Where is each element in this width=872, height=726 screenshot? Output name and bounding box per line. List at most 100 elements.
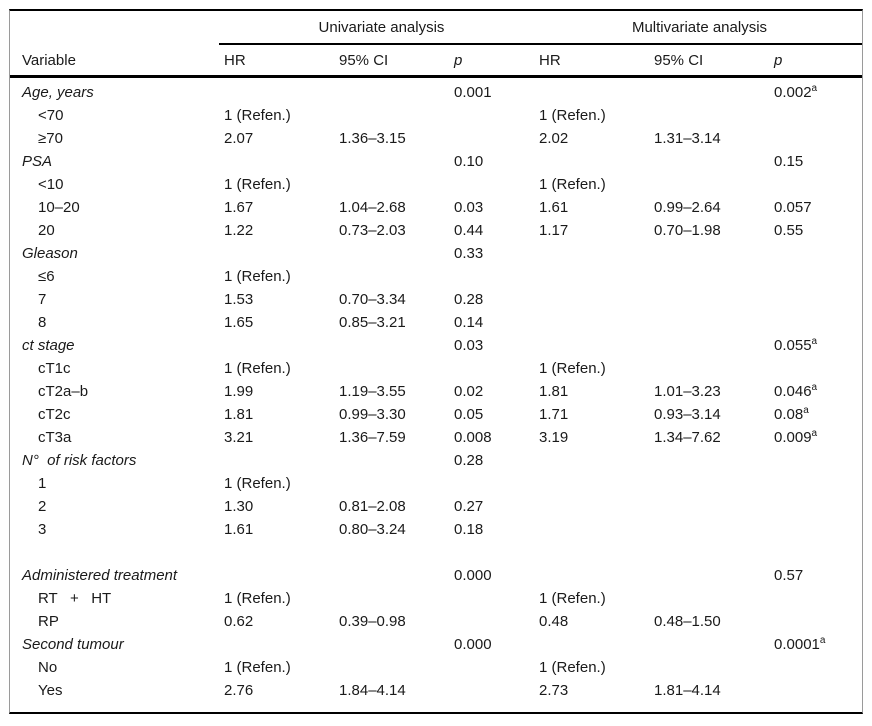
cell-multi-ci bbox=[654, 656, 774, 679]
cell-uni-p: 0.28 bbox=[454, 291, 484, 308]
cell-uni-hr: 1.81 bbox=[224, 406, 254, 423]
cell-uni-p bbox=[454, 610, 539, 633]
cell-multi-p: 0.08a bbox=[774, 405, 809, 424]
cell-multi-p bbox=[774, 472, 862, 495]
cell-multi-ci bbox=[654, 449, 774, 472]
column-header-uni-hr: HR bbox=[224, 52, 246, 69]
cell-multi-ci bbox=[654, 150, 774, 173]
cell-uni-p bbox=[454, 541, 539, 564]
cell-uni-p: 0.001 bbox=[454, 84, 492, 101]
cell-multi-ci: 0.70–1.98 bbox=[654, 222, 721, 239]
cell-multi-hr bbox=[539, 472, 654, 495]
cell-multi-p bbox=[774, 357, 862, 380]
cell-uni-hr: 1.67 bbox=[224, 199, 254, 216]
table-row: 7 1.53 0.70–3.34 0.28 bbox=[10, 288, 862, 311]
cell-variable: 2 bbox=[38, 498, 47, 515]
cell-uni-hr: 1.99 bbox=[224, 383, 254, 400]
column-header-multi-hr: HR bbox=[539, 52, 561, 69]
cell-uni-hr: 1 (Refen.) bbox=[224, 176, 291, 193]
cell-multi-ci bbox=[654, 564, 774, 587]
cell-variable: 1 bbox=[38, 475, 47, 492]
cell-multi-ci bbox=[654, 334, 774, 357]
table-row: <10 1 (Refen.) 1 (Refen.) bbox=[10, 173, 862, 196]
cell-multi-p bbox=[774, 311, 862, 334]
cell-multi-ci bbox=[654, 495, 774, 518]
table-row: Gleason 0.33 bbox=[10, 242, 862, 265]
cell-multi-p bbox=[774, 288, 862, 311]
cell-multi-hr bbox=[539, 541, 654, 564]
table-row: 20 1.22 0.73–2.03 0.44 1.17 0.70–1.98 0.55 bbox=[10, 219, 862, 242]
cell-uni-hr: 1 (Refen.) bbox=[224, 659, 291, 676]
cell-uni-hr: 1.65 bbox=[224, 314, 254, 331]
cell-multi-ci bbox=[654, 472, 774, 495]
cell-uni-ci: 0.70–3.34 bbox=[339, 291, 406, 308]
cell-uni-ci: 0.99–3.30 bbox=[339, 406, 406, 423]
univariate-analysis-spanner: Univariate analysis bbox=[318, 19, 445, 36]
cell-multi-hr: 1.61 bbox=[539, 199, 569, 216]
cell-uni-hr bbox=[224, 81, 339, 104]
cell-uni-hr bbox=[224, 150, 339, 173]
footnote-marker: a bbox=[803, 405, 809, 416]
spanner-rule bbox=[219, 43, 862, 45]
table-row: ≤6 1 (Refen.) bbox=[10, 265, 862, 288]
cell-uni-hr bbox=[224, 541, 339, 564]
cell-multi-ci bbox=[654, 104, 774, 127]
cell-uni-p bbox=[454, 587, 539, 610]
cell-uni-ci bbox=[339, 633, 454, 656]
table-row: cT2c 1.81 0.99–3.30 0.05 1.71 0.93–3.14 0.08a bbox=[10, 403, 862, 426]
cell-uni-ci bbox=[339, 334, 454, 357]
cell-uni-p: 0.008 bbox=[454, 429, 492, 446]
cell-multi-hr bbox=[539, 288, 654, 311]
cell-multi-ci: 0.48–1.50 bbox=[654, 613, 721, 630]
footnote-marker: a bbox=[811, 382, 818, 393]
cell-uni-hr: 0.62 bbox=[224, 613, 254, 630]
table-row: cT1c 1 (Refen.) 1 (Refen.) bbox=[10, 357, 862, 380]
cell-uni-p bbox=[454, 679, 539, 702]
table-row: cT2a–b 1.99 1.19–3.55 0.02 1.81 1.01–3.23 0.04… bbox=[10, 380, 862, 403]
cell-uni-ci bbox=[339, 449, 454, 472]
table-body: Age, years 0.001 0.002a <70 1 (Refen.) 1 (Ref… bbox=[10, 78, 862, 702]
cell-uni-hr: 1.61 bbox=[224, 521, 254, 538]
cell-uni-p: 0.000 bbox=[454, 636, 492, 653]
table-row: PSA 0.10 0.15 bbox=[10, 150, 862, 173]
cell-uni-hr: 1.53 bbox=[224, 291, 254, 308]
cell-uni-ci: 1.84–4.14 bbox=[339, 682, 406, 699]
cell-multi-ci bbox=[654, 242, 774, 265]
cell-multi-p: 0.046a bbox=[774, 382, 818, 401]
cell-multi-p bbox=[774, 495, 862, 518]
cell-multi-hr: 2.02 bbox=[539, 130, 569, 147]
cell-variable: cT2a–b bbox=[38, 383, 89, 400]
cell-variable: RP bbox=[38, 613, 59, 630]
table-header: Univariate analysis Multivariate analysi… bbox=[10, 11, 862, 78]
column-header-uni-p: p bbox=[454, 52, 463, 69]
cell-multi-p: 0.0001a bbox=[774, 635, 826, 654]
cell-uni-hr: 1.22 bbox=[224, 222, 254, 239]
table-row: ct stage 0.03 0.055a bbox=[10, 334, 862, 357]
table-row: cT3a 3.21 1.36–7.59 0.008 3.19 1.34–7.62 0.009… bbox=[10, 426, 862, 449]
cell-variable: ≥70 bbox=[38, 130, 63, 147]
footnote-marker: a bbox=[811, 336, 818, 347]
cell-uni-ci bbox=[339, 472, 454, 495]
cell-multi-ci bbox=[654, 357, 774, 380]
cell-uni-ci bbox=[339, 242, 454, 265]
cell-variable: cT2c bbox=[38, 406, 71, 423]
cell-multi-hr: 1 (Refen.) bbox=[539, 360, 606, 377]
cell-multi-hr: 1.17 bbox=[539, 222, 569, 239]
cell-uni-p bbox=[454, 265, 539, 288]
cell-uni-hr: 1 (Refen.) bbox=[224, 475, 291, 492]
cell-uni-hr: 1 (Refen.) bbox=[224, 360, 291, 377]
cell-multi-p bbox=[774, 679, 862, 702]
column-header-row: Variable HR 95% CI p HR 95% CI p bbox=[10, 51, 862, 71]
cell-multi-hr bbox=[539, 633, 654, 656]
cell-multi-p bbox=[774, 518, 862, 541]
cell-multi-p bbox=[774, 242, 862, 265]
cell-multi-ci: 1.34–7.62 bbox=[654, 429, 721, 446]
cell-uni-ci bbox=[339, 265, 454, 288]
cell-multi-ci bbox=[654, 541, 774, 564]
table-row: 1 1 (Refen.) bbox=[10, 472, 862, 495]
cell-variable: 8 bbox=[38, 314, 47, 331]
cell-uni-hr: 2.07 bbox=[224, 130, 254, 147]
cell-variable: N° of risk factors bbox=[22, 452, 137, 469]
table-row: Yes 2.76 1.84–4.14 2.73 1.81–4.14 bbox=[10, 679, 862, 702]
table-row: ≥70 2.07 1.36–3.15 2.02 1.31–3.14 bbox=[10, 127, 862, 150]
